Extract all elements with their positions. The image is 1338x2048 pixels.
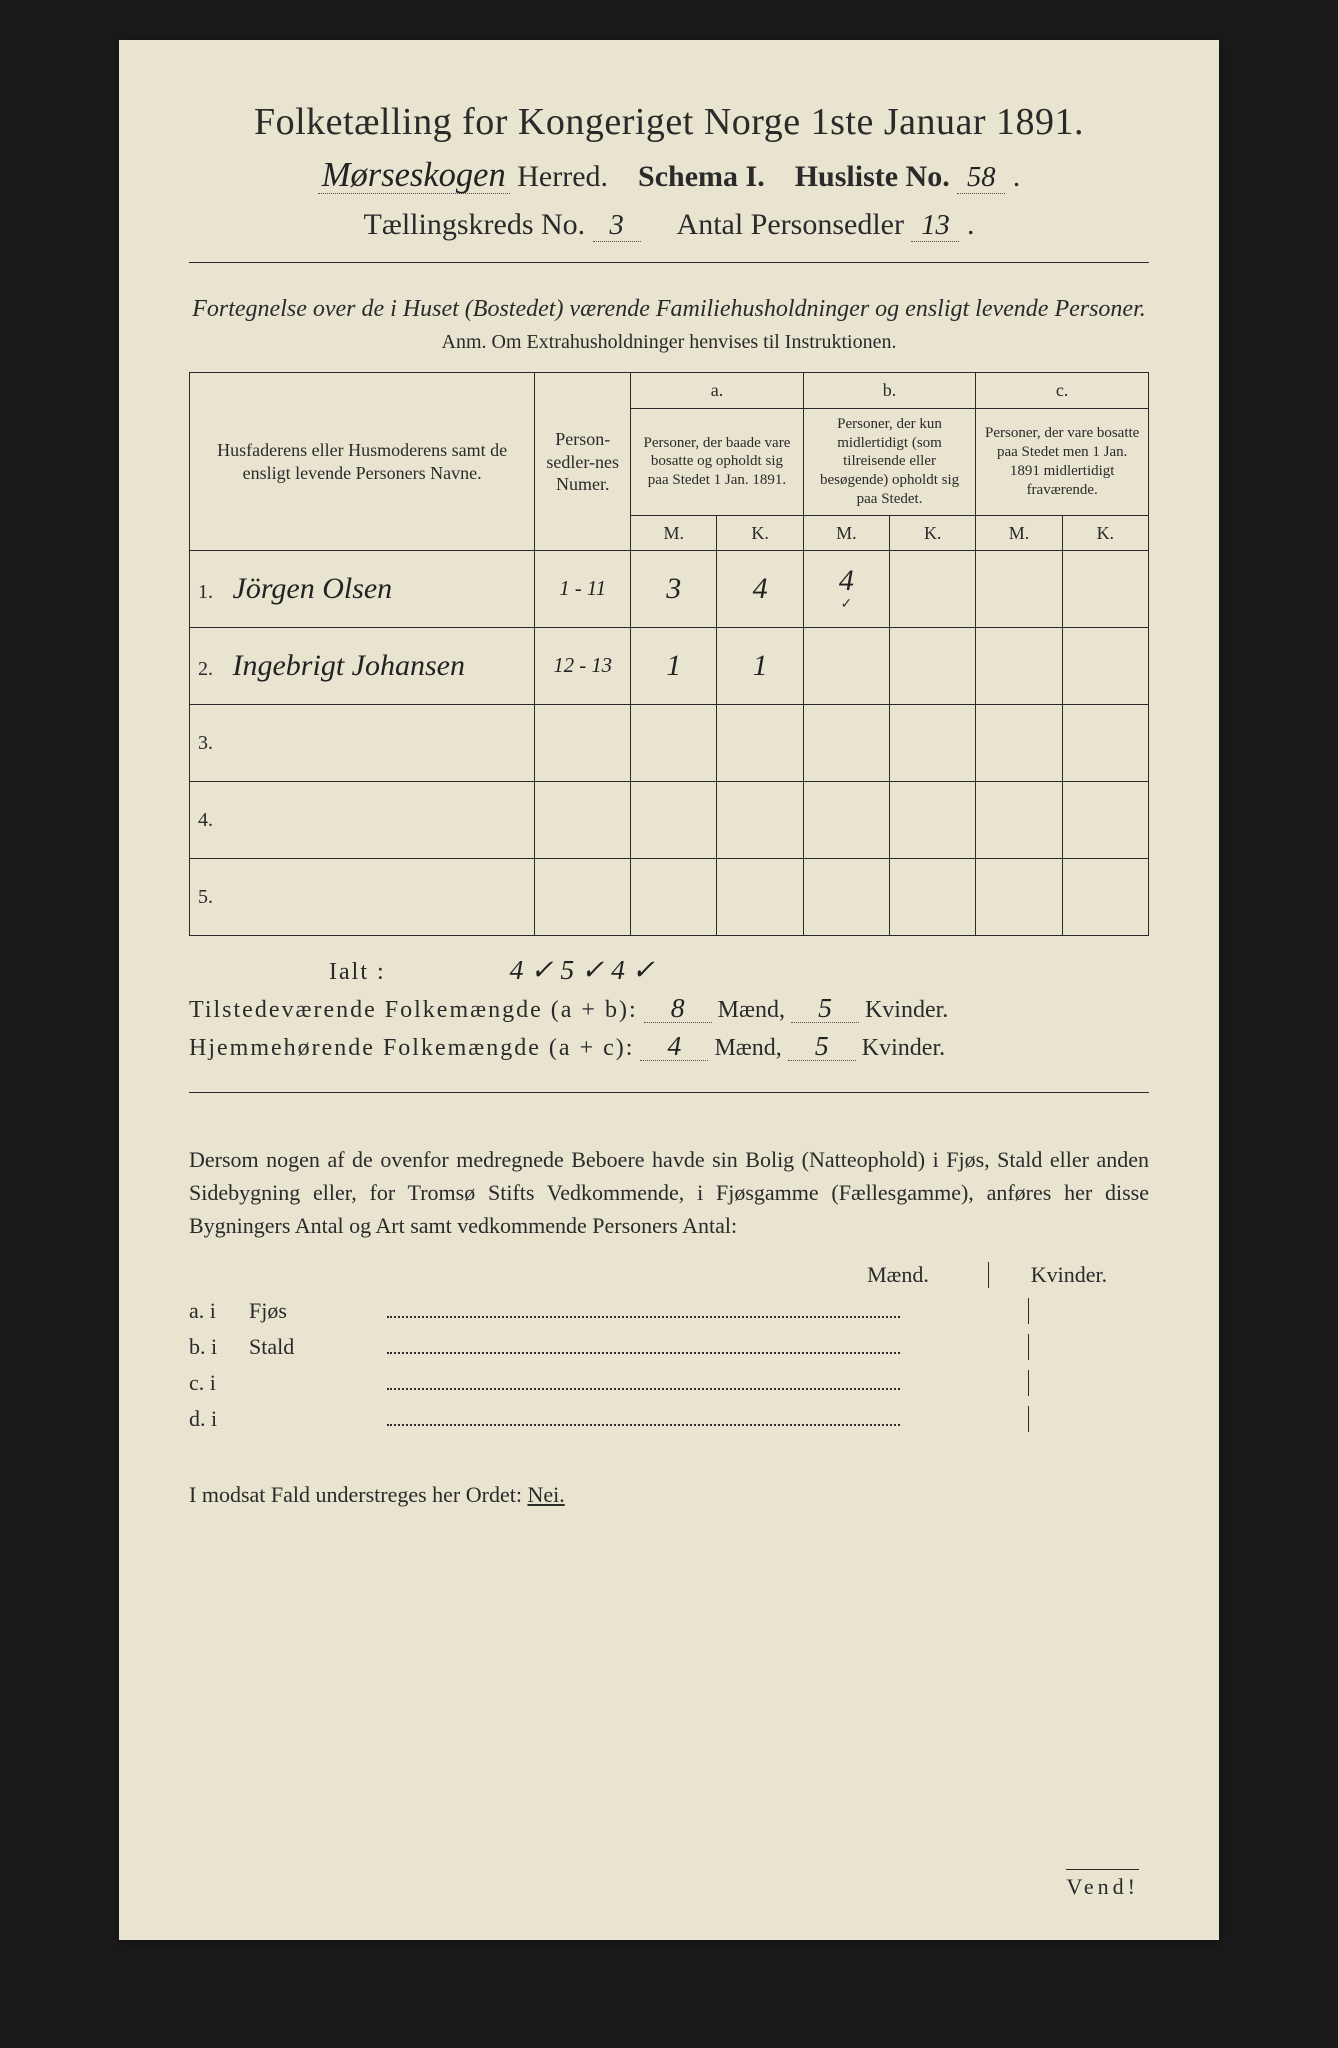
building-row: a. iFjøs (189, 1298, 1149, 1324)
col-b-m: M. (803, 515, 889, 551)
building-row: d. i (189, 1406, 1149, 1432)
nei-word: Nei. (527, 1482, 564, 1507)
building-paragraph: Dersom nogen af de ovenfor medregnede Be… (189, 1143, 1149, 1242)
household-table: Husfaderens eller Husmoderens samt de en… (189, 372, 1149, 936)
kreds-no: 3 (593, 212, 641, 242)
sum1-m: 8 (644, 994, 712, 1023)
nei-text: I modsat Fald understreges her Ordet: (189, 1482, 522, 1507)
col-c-m: M. (976, 515, 1062, 551)
antal-label: Antal Personsedler (677, 208, 904, 241)
col-header-num: Person-sedler-nes Numer. (535, 373, 631, 551)
sum1-k: 5 (791, 994, 859, 1023)
header-line-1: Mørseskogen Herred. Schema I. Husliste N… (189, 158, 1149, 194)
col-a-m: M. (631, 515, 717, 551)
vend-label: Vend! (1066, 1869, 1139, 1900)
divider-2 (189, 1092, 1149, 1093)
mk-header: Mænd. Kvinder. (189, 1262, 1149, 1288)
building-row: b. iStald (189, 1334, 1149, 1360)
maend-label-2: Mænd, (714, 1035, 781, 1061)
ialt-row: Ialt : 4 ✓ 5 ✓ 4 ✓ (329, 956, 1149, 986)
sum-present: Tilstedeværende Folkemængde (a + b): 8 M… (189, 994, 1149, 1024)
table-row: 3. (190, 705, 1149, 782)
divider (189, 262, 1149, 263)
kreds-label: Tællingskreds No. (364, 208, 586, 241)
kvinder-label: Kvinder. (865, 997, 948, 1023)
col-c-top: c. (976, 373, 1149, 409)
col-b-top: b. (803, 373, 976, 409)
table-row: 2. Ingebrigt Johansen12 - 1311 (190, 628, 1149, 705)
col-b-desc: Personer, der kun midlertidigt (som tilr… (803, 408, 976, 515)
antal-no: 13 (911, 212, 959, 242)
census-form-page: Folketælling for Kongeriget Norge 1ste J… (119, 40, 1219, 1940)
sum2-label: Hjemmehørende Folkemængde (a + c): (189, 1035, 634, 1061)
building-row: c. i (189, 1370, 1149, 1396)
page-title: Folketælling for Kongeriget Norge 1ste J… (189, 100, 1149, 144)
col-a-desc: Personer, der baade vare bosatte og opho… (631, 408, 804, 515)
col-c-desc: Personer, der vare bosatte paa Stedet me… (976, 408, 1149, 515)
herred-label: Herred. (517, 160, 608, 193)
husliste-no: 58 (957, 164, 1005, 194)
schema-label: Schema I. (638, 160, 765, 193)
sum1-label: Tilstedeværende Folkemængde (a + b): (189, 997, 638, 1023)
ialt-label: Ialt : (329, 959, 386, 985)
mk-k: Kvinder. (988, 1262, 1119, 1288)
sum2-k: 5 (788, 1032, 856, 1061)
mk-m: Mænd. (848, 1262, 948, 1288)
sum-resident: Hjemmehørende Folkemængde (a + c): 4 Mæn… (189, 1032, 1149, 1062)
herred-value: Mørseskogen (318, 158, 510, 194)
nei-line: I modsat Fald understreges her Ordet: Ne… (189, 1482, 1149, 1508)
ialt-values: 4 ✓ 5 ✓ 4 ✓ (506, 956, 659, 984)
table-row: 5. (190, 859, 1149, 936)
col-a-top: a. (631, 373, 804, 409)
maend-label: Mænd, (718, 997, 785, 1023)
kvinder-label-2: Kvinder. (862, 1035, 945, 1061)
sum2-m: 4 (640, 1032, 708, 1061)
table-row: 4. (190, 782, 1149, 859)
col-b-k: K. (890, 515, 976, 551)
anm-note: Anm. Om Extrahusholdninger henvises til … (189, 331, 1149, 354)
section-note: Fortegnelse over de i Huset (Bostedet) v… (189, 293, 1149, 325)
husliste-label: Husliste No. (795, 160, 950, 193)
col-a-k: K. (717, 515, 803, 551)
table-row: 1. Jörgen Olsen1 - 11344✓ (190, 551, 1149, 628)
header-line-2: Tællingskreds No. 3 Antal Personsedler 1… (189, 208, 1149, 242)
col-header-name: Husfaderens eller Husmoderens samt de en… (190, 373, 535, 551)
col-c-k: K. (1062, 515, 1148, 551)
